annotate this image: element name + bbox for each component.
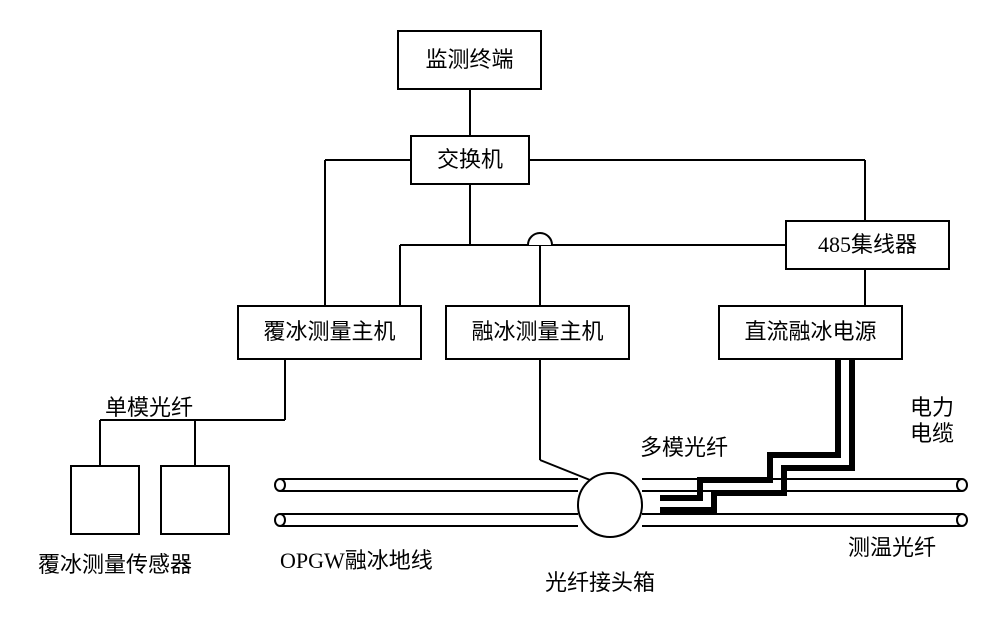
node-terminal: 监测终端: [397, 30, 542, 90]
label-single-mode: 单模光纤: [105, 395, 193, 421]
node-switch: 交换机: [410, 135, 530, 185]
node-hub485: 485集线器: [785, 220, 950, 270]
node-ice-host: 覆冰测量主机: [237, 305, 422, 360]
label-power-cable: 电力 电缆: [910, 395, 954, 448]
label-splice-box: 光纤接头箱: [545, 570, 655, 596]
label-sensor: 覆冰测量传感器: [38, 552, 192, 578]
node-melt-host: 融冰测量主机: [445, 305, 630, 360]
node-sensor1: [70, 465, 140, 535]
label-opgw: OPGW融冰地线: [280, 548, 433, 574]
label-multi-mode: 多模光纤: [640, 435, 728, 461]
node-sensor2: [160, 465, 230, 535]
node-dc-power: 直流融冰电源: [718, 305, 903, 360]
label-temp-fiber: 测温光纤: [848, 535, 936, 561]
